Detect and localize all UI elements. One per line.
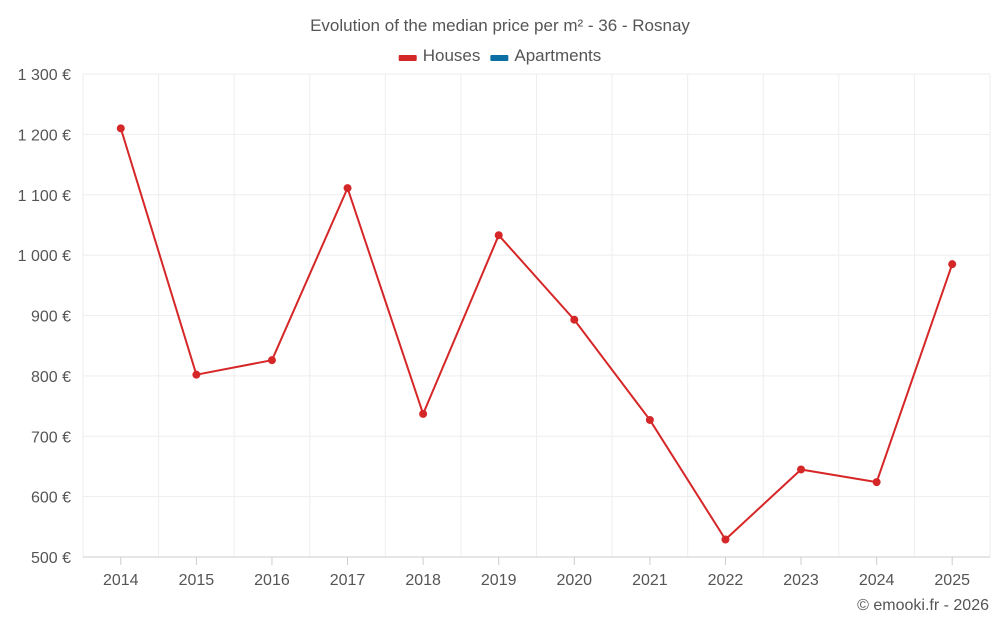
- series-houses: [116, 124, 957, 544]
- data-point[interactable]: [721, 535, 730, 544]
- y-tick-label: 900 €: [31, 309, 71, 326]
- legend-item-houses[interactable]: Houses: [398, 46, 481, 65]
- data-point[interactable]: [570, 315, 579, 324]
- x-tick-label: 2022: [708, 572, 744, 589]
- y-tick-label: 600 €: [31, 490, 71, 507]
- series-layer: [116, 124, 957, 544]
- data-point[interactable]: [645, 415, 654, 424]
- y-tick-label: 700 €: [31, 429, 71, 446]
- y-axis: 500 € 600 € 700 € 800 € 900 € 1 000 € 1 100 € 1…: [18, 67, 71, 567]
- y-tick-label: 1 200 €: [18, 127, 71, 144]
- legend-swatch: [398, 55, 417, 61]
- x-tick-label: 2021: [632, 572, 668, 589]
- credit-text: © emooki.fr - 2026: [857, 597, 989, 614]
- x-tick-label: 2019: [481, 572, 517, 589]
- data-point[interactable]: [872, 478, 881, 487]
- legend-label: Houses: [423, 46, 481, 65]
- data-point[interactable]: [948, 260, 957, 269]
- grid: [82, 73, 991, 557]
- x-axis: 2014 2015 2016 2017 2018 2019 2020 2021 2022 2023…: [83, 556, 990, 589]
- x-tick-label: 2023: [783, 572, 819, 589]
- x-tick-label: 2015: [179, 572, 215, 589]
- y-tick-label: 1 100 €: [18, 188, 71, 205]
- y-tick-label: 500 €: [31, 550, 71, 567]
- x-tick-label: 2014: [103, 572, 139, 589]
- data-point[interactable]: [494, 231, 503, 240]
- legend-item-apartments[interactable]: Apartments: [490, 46, 601, 65]
- legend[interactable]: Houses Apartments: [398, 46, 602, 65]
- data-point[interactable]: [343, 184, 352, 193]
- legend-label: Apartments: [514, 46, 601, 65]
- x-tick-label: 2018: [405, 572, 441, 589]
- x-tick-label: 2024: [859, 572, 895, 589]
- series-line-houses: [119, 128, 954, 541]
- data-point[interactable]: [192, 370, 201, 379]
- x-tick-label: 2016: [254, 572, 290, 589]
- data-point[interactable]: [267, 356, 276, 365]
- data-point[interactable]: [419, 409, 428, 418]
- y-tick-label: 1 300 €: [18, 67, 71, 84]
- x-tick-label: 2020: [556, 572, 592, 589]
- data-point[interactable]: [797, 465, 806, 474]
- legend-swatch: [490, 55, 509, 61]
- y-tick-label: 1 000 €: [18, 248, 71, 265]
- data-point[interactable]: [116, 124, 125, 133]
- x-tick-label: 2017: [330, 572, 366, 589]
- y-tick-label: 800 €: [31, 369, 71, 386]
- x-tick-label: 2025: [934, 572, 970, 589]
- chart-title: Evolution of the median price per m² - 3…: [310, 16, 690, 35]
